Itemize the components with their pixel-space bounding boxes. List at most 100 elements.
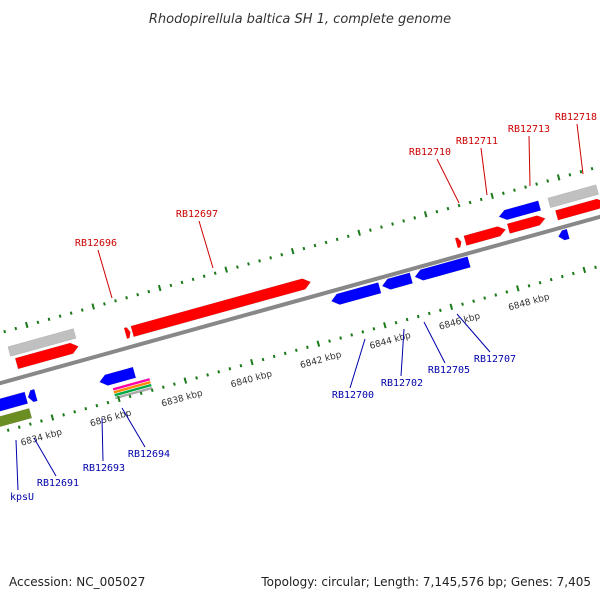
- tick-mark: [346, 234, 350, 239]
- tick-mark: [28, 422, 32, 426]
- sequence-feature[interactable]: [114, 383, 152, 397]
- sequence-feature[interactable]: [547, 184, 599, 209]
- tick-mark: [594, 265, 597, 270]
- reverse-gene-label[interactable]: RB12707: [474, 354, 516, 365]
- sequence-feature[interactable]: [7, 328, 77, 357]
- gene-callout-line: [349, 338, 366, 389]
- forward-gene-feature[interactable]: [454, 237, 462, 249]
- tick-mark: [568, 173, 572, 177]
- forward-gene-label[interactable]: RB12718: [555, 112, 597, 123]
- tick-mark: [14, 326, 18, 331]
- reverse-gene-feature[interactable]: [98, 366, 137, 387]
- forward-gene-feature[interactable]: [123, 327, 132, 339]
- gene-callout-line: [400, 328, 405, 377]
- sequence-feature[interactable]: [112, 378, 151, 391]
- tick-mark: [372, 327, 376, 331]
- reverse-gene-label[interactable]: kpsU: [10, 492, 34, 503]
- tick-mark: [590, 166, 594, 171]
- genome-summary: Topology: circular; Length: 7,145,576 bp…: [261, 575, 591, 589]
- tick-mark: [236, 265, 239, 269]
- reverse-gene-feature[interactable]: [381, 272, 413, 292]
- reverse-gene-label[interactable]: RB12691: [37, 478, 79, 489]
- tick-mark: [361, 330, 365, 334]
- tick-mark: [69, 311, 73, 315]
- reverse-gene-label[interactable]: RB12694: [128, 449, 170, 460]
- tick-mark: [84, 406, 88, 411]
- forward-gene-feature[interactable]: [130, 277, 312, 338]
- forward-gene-feature[interactable]: [14, 341, 80, 370]
- tick-mark: [483, 296, 487, 300]
- tick-mark: [513, 188, 516, 192]
- tick-mark: [461, 302, 464, 306]
- tick-mark: [535, 182, 538, 186]
- tick-mark: [114, 299, 117, 303]
- tick-mark: [423, 211, 428, 218]
- tick-mark: [47, 317, 51, 321]
- forward-gene-feature[interactable]: [506, 214, 546, 234]
- forward-gene-label[interactable]: RB12713: [508, 124, 550, 135]
- forward-gene-label[interactable]: RB12711: [456, 136, 498, 147]
- genome-backbone: [0, 191, 600, 399]
- accession-info: Accession: NC_005027: [9, 575, 146, 589]
- tick-mark: [36, 320, 40, 325]
- tick-mark: [150, 388, 154, 392]
- genome-title: Rhodopirellula baltica SH 1, complete ge…: [149, 12, 451, 27]
- forward-gene-feature[interactable]: [463, 225, 507, 246]
- tick-mark: [206, 373, 210, 377]
- scale-label: 6838 kbp: [160, 389, 204, 410]
- tick-mark: [339, 336, 343, 340]
- sequence-feature[interactable]: [0, 408, 33, 432]
- tick-mark: [91, 303, 95, 310]
- reverse-gene-label[interactable]: RB12700: [332, 390, 374, 401]
- sequence-feature[interactable]: [113, 380, 151, 394]
- tick-mark: [369, 228, 372, 232]
- tick-mark: [427, 311, 431, 316]
- tick-mark: [383, 322, 387, 329]
- reverse-gene-label[interactable]: RB12705: [428, 365, 470, 376]
- tick-mark: [571, 271, 575, 276]
- scale-label: 6844 kbp: [369, 331, 413, 352]
- forward-gene-feature[interactable]: [555, 197, 600, 221]
- tick-mark: [195, 376, 198, 380]
- reverse-gene-feature[interactable]: [498, 200, 542, 222]
- tick-mark: [80, 308, 84, 312]
- reverse-gene-feature[interactable]: [414, 256, 471, 283]
- forward-gene-label[interactable]: RB12697: [176, 209, 218, 220]
- reverse-gene-feature[interactable]: [330, 282, 382, 306]
- tick-mark: [516, 285, 520, 292]
- tick-mark: [439, 308, 442, 313]
- tick-mark: [250, 358, 254, 366]
- tick-mark: [357, 229, 361, 236]
- forward-gene-label[interactable]: RB12696: [75, 238, 117, 249]
- scale-label: 6840 kbp: [230, 369, 274, 390]
- gene-callout-line: [33, 437, 57, 477]
- reverse-gene-label[interactable]: RB12702: [381, 378, 423, 389]
- tick-mark: [6, 428, 10, 432]
- tick-mark: [560, 274, 564, 279]
- tick-mark: [239, 363, 243, 368]
- reverse-gene-feature[interactable]: [26, 388, 38, 403]
- forward-gene-label[interactable]: RB12710: [409, 147, 451, 158]
- gene-callout-line: [528, 135, 531, 187]
- sequence-feature[interactable]: [115, 386, 153, 400]
- tick-mark: [479, 197, 483, 202]
- tick-mark: [17, 425, 21, 429]
- tick-mark: [125, 296, 128, 300]
- tick-mark: [324, 240, 328, 245]
- tick-mark: [527, 284, 531, 288]
- reverse-gene-feature[interactable]: [0, 391, 29, 417]
- reverse-gene-feature[interactable]: [557, 228, 570, 241]
- tick-mark: [217, 370, 221, 374]
- tick-mark: [50, 414, 55, 421]
- tick-mark: [505, 290, 509, 294]
- tick-mark: [139, 391, 143, 396]
- tick-mark: [24, 321, 29, 329]
- gene-callout-line: [121, 407, 146, 448]
- tick-mark: [224, 266, 228, 273]
- tick-mark: [350, 333, 354, 337]
- tick-mark: [40, 419, 43, 423]
- reverse-gene-label[interactable]: RB12693: [83, 463, 125, 474]
- tick-mark: [335, 237, 339, 242]
- tick-mark: [228, 367, 232, 371]
